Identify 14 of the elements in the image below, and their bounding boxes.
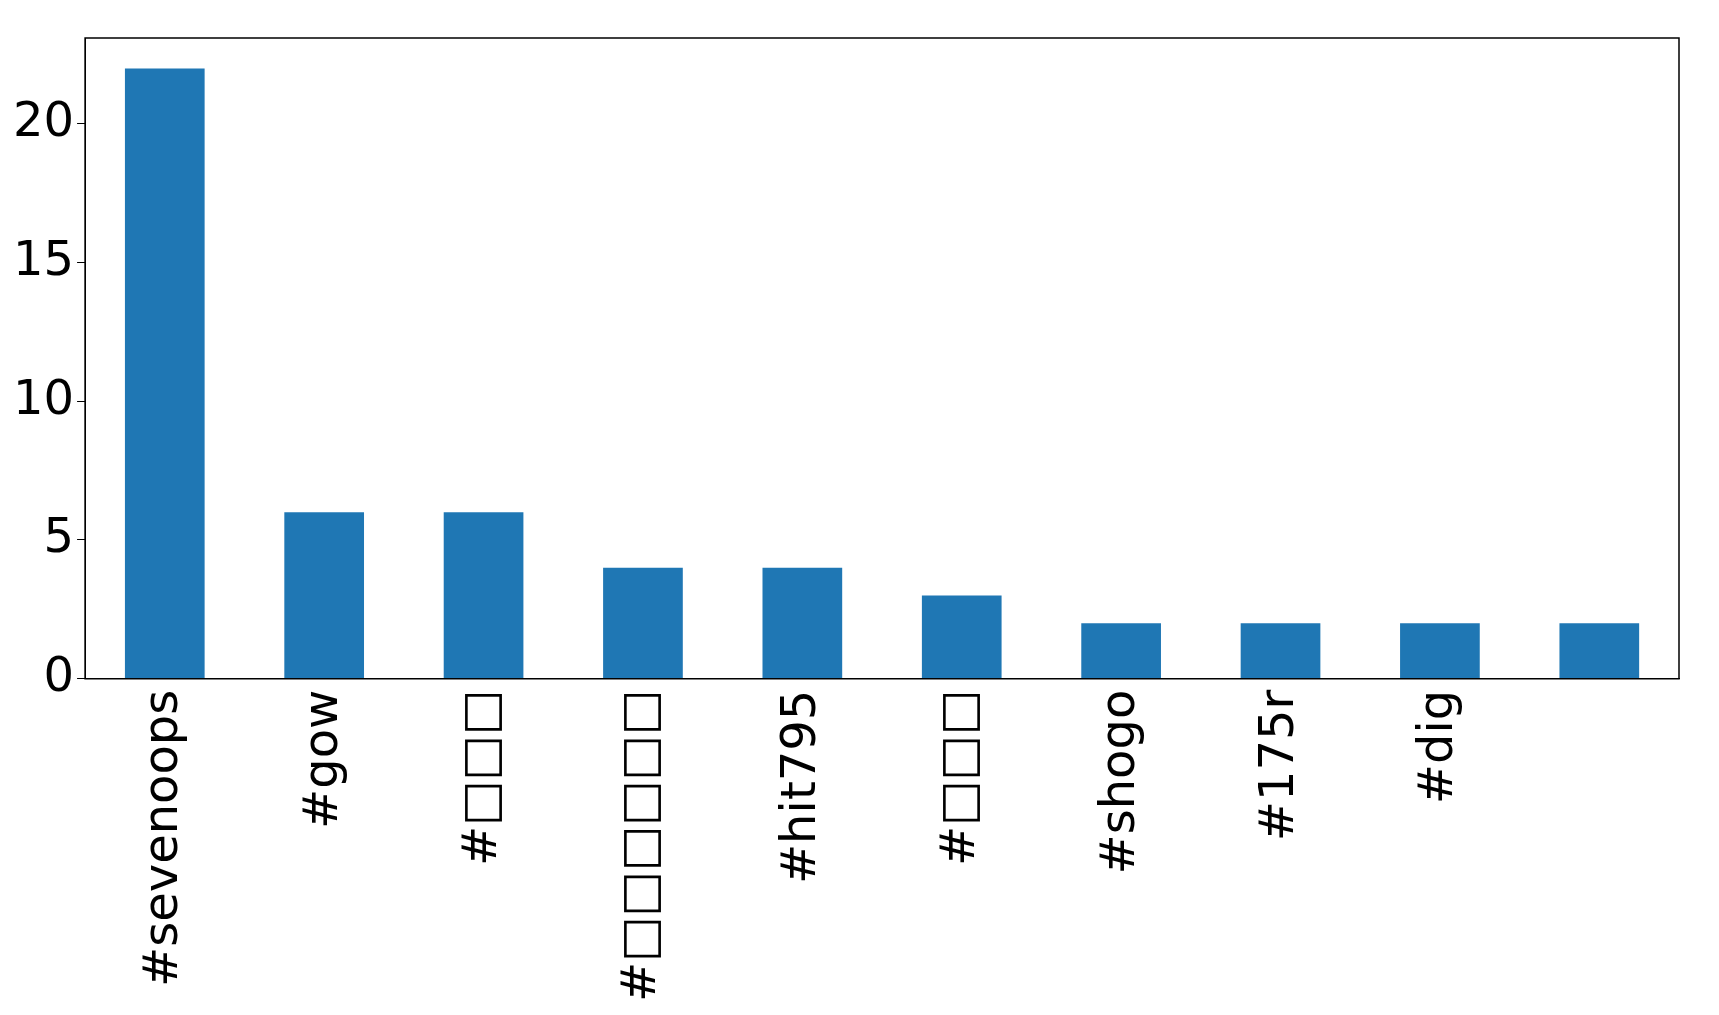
x-tick-label: #shogo (1088, 689, 1145, 875)
x-tick-label: #gow (291, 689, 348, 829)
y-tick-label: 0 (43, 646, 75, 703)
x-tick-label: #hit795 (769, 689, 826, 885)
x-tick-label: #□□□ (451, 689, 508, 866)
y-tick-label: 20 (13, 91, 75, 148)
x-tick-label: #175r (1247, 689, 1304, 842)
x-tick-label: #□□□□□□ (610, 689, 667, 1002)
y-tick-label: 10 (13, 368, 75, 425)
y-tick-label: 5 (43, 507, 75, 564)
x-tick-label: #dig (1407, 689, 1464, 805)
x-tick-label: #□□□ (929, 689, 986, 866)
y-tick-label: 15 (13, 230, 75, 287)
x-tick-label: #sevenoops (132, 689, 189, 987)
